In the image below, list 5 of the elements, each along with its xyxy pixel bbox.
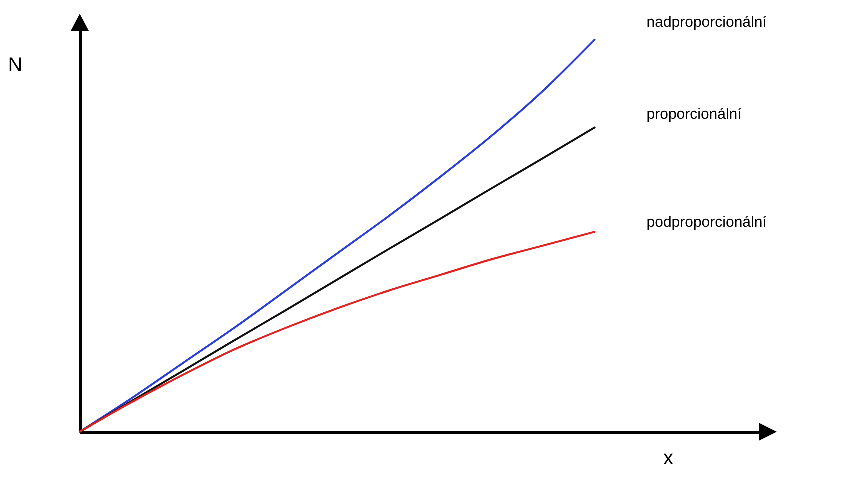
y-axis-title: N [8, 54, 23, 76]
text: proporcionální [646, 106, 743, 123]
text: nadproporcionální [646, 14, 768, 31]
x-axis-title: x [664, 448, 674, 470]
text: podproporcionální [646, 214, 768, 232]
